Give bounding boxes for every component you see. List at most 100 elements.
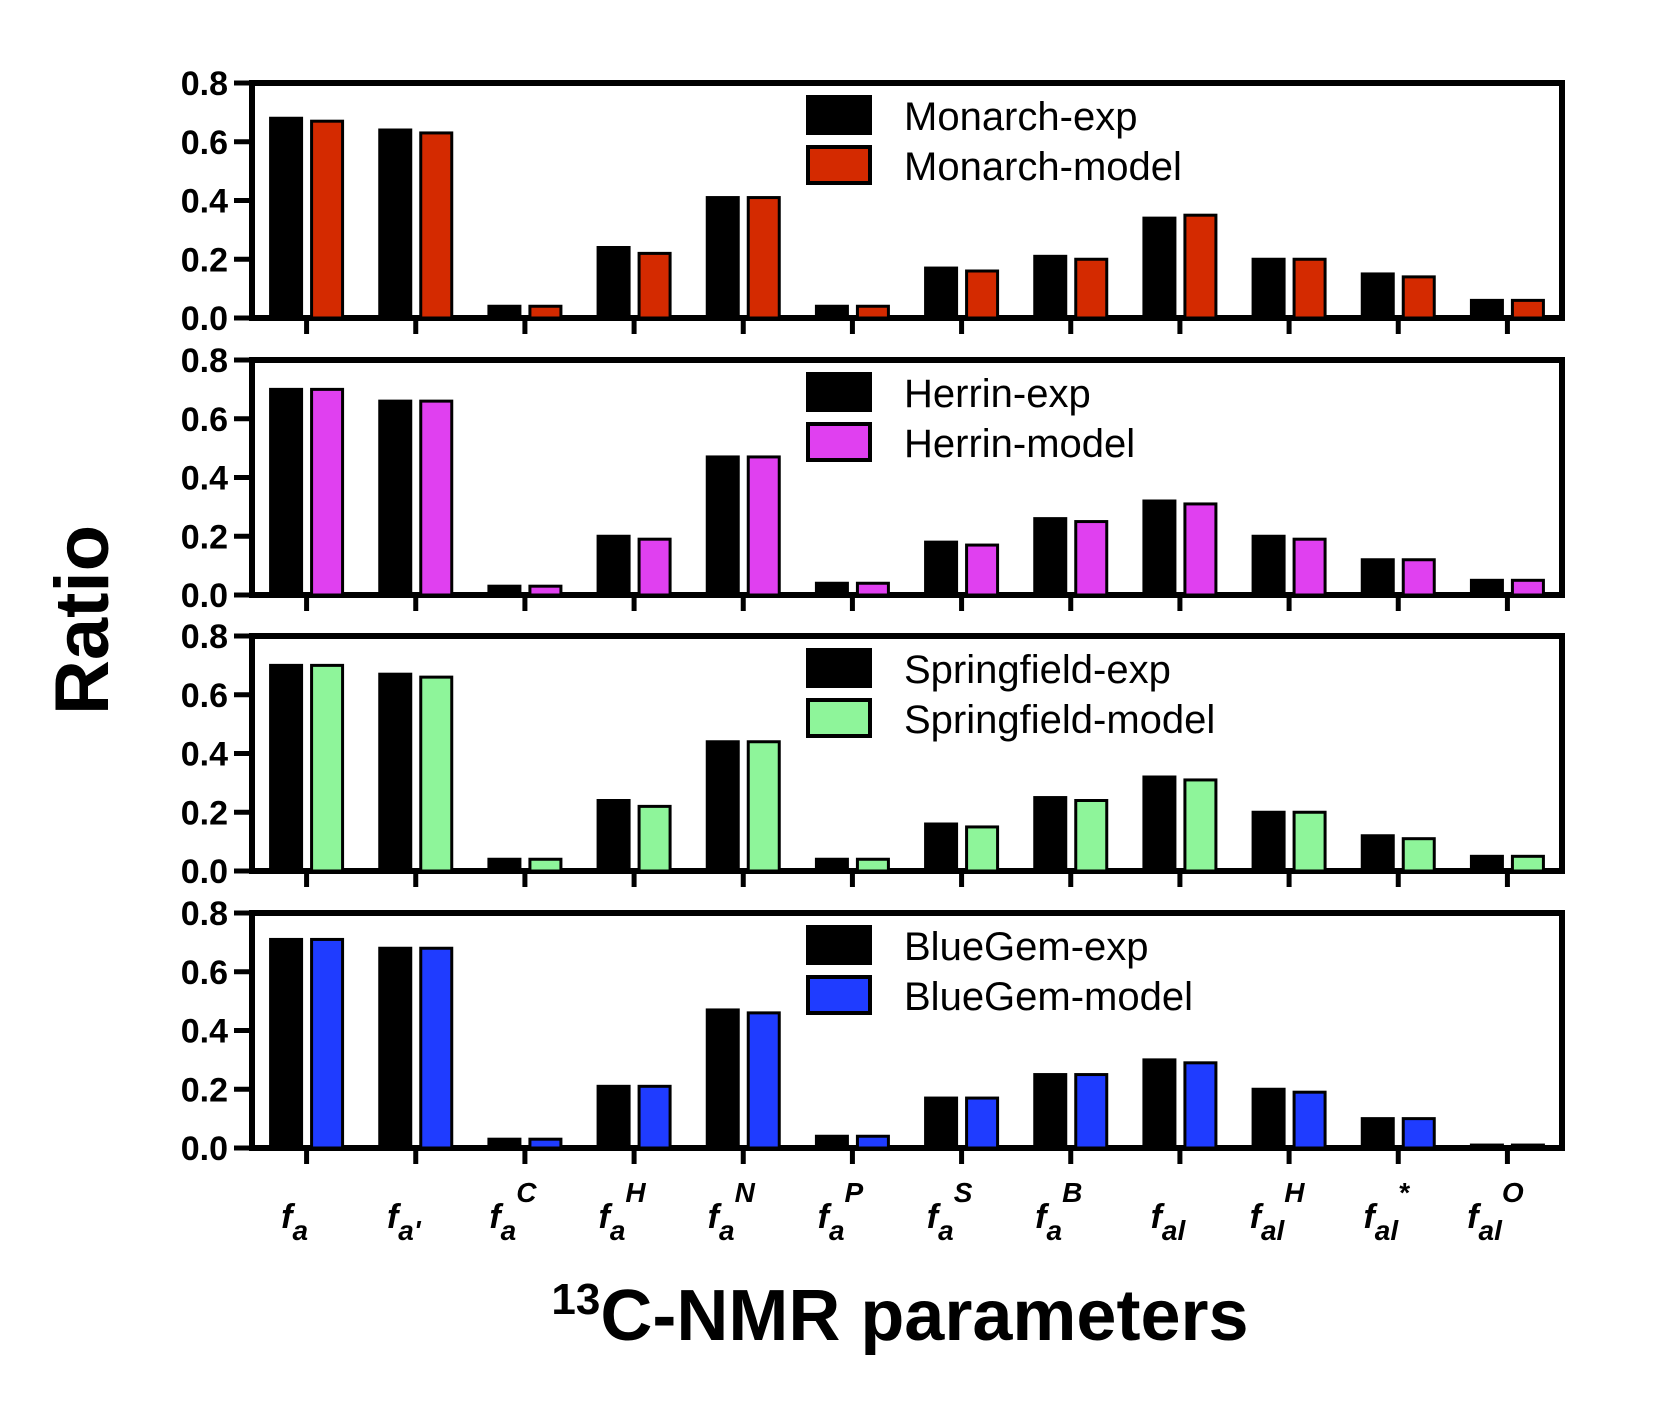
y-tick-label: 0.8 <box>181 65 228 103</box>
bar-springfield-exp <box>487 857 522 873</box>
bar-herrin-exp <box>1251 534 1286 597</box>
y-tick-label: 0.0 <box>181 1130 228 1168</box>
panel-monarch: 0.0 0.2 0.4 0.6 0.8 Monarch-exp Monarch-model <box>181 65 1565 338</box>
y-tick-label: 0.4 <box>181 1013 228 1051</box>
bar-springfield-exp <box>378 672 413 873</box>
bar-bluegem-exp <box>269 937 304 1150</box>
bar-monarch-exp <box>924 266 959 320</box>
bar-herrin-exp <box>1142 499 1177 597</box>
bar-herrin-exp <box>705 455 740 597</box>
legend-swatch <box>806 422 872 462</box>
panel-bluegem: 0.0 0.2 0.4 0.6 0.8 BlueGem-exp BlueGem-model <box>181 895 1565 1168</box>
bar-herrin-exp <box>924 540 959 597</box>
bar-monarch-exp <box>1142 216 1177 320</box>
bar-springfield-exp <box>1360 834 1395 873</box>
x-tick-labels: fa fa' faC faH faN faP faS faB fal falH fal* falO <box>281 1177 1524 1246</box>
bar-monarch-exp <box>596 246 631 320</box>
bar-springfield-model <box>1183 778 1218 873</box>
bar-springfield-exp <box>1469 854 1504 873</box>
x-tick-label: faC <box>489 1177 537 1246</box>
y-tick-label: 0.2 <box>181 1071 228 1109</box>
bar-springfield-model <box>1074 799 1109 873</box>
x-axis-label-main: C-NMR parameters <box>600 1276 1248 1356</box>
bar-bluegem-exp <box>1033 1073 1068 1150</box>
y-tick-label: 0.8 <box>181 895 228 933</box>
bar-bluegem-model <box>310 937 345 1150</box>
x-tick-label: faP <box>818 1177 864 1246</box>
legend-entry: BlueGem-model <box>904 975 1193 1019</box>
bar-monarch-model <box>637 251 672 320</box>
x-tick-label: falH <box>1250 1177 1306 1246</box>
bar-herrin-exp <box>1469 578 1504 597</box>
bar-springfield-model <box>528 857 563 873</box>
bar-herrin-model <box>746 455 781 597</box>
x-tick-label: fal* <box>1363 1177 1410 1246</box>
bar-springfield-model <box>637 804 672 873</box>
bar-monarch-exp <box>1251 257 1286 320</box>
x-tick-label: falO <box>1467 1177 1524 1246</box>
bar-bluegem-exp <box>596 1084 631 1150</box>
y-tick-label: 0.6 <box>181 401 228 439</box>
legend-entry: Monarch-exp <box>904 95 1137 139</box>
bar-herrin-exp <box>814 581 849 597</box>
bar-monarch-model <box>1510 298 1545 320</box>
bar-springfield-model <box>1510 854 1545 873</box>
bar-monarch-model <box>1401 275 1436 320</box>
bar-bluegem-model <box>965 1096 1000 1150</box>
bar-bluegem-exp <box>378 946 413 1150</box>
x-tick-label: faB <box>1035 1177 1082 1246</box>
bar-bluegem-exp <box>814 1134 849 1150</box>
bar-bluegem-exp <box>487 1137 522 1150</box>
panel-herrin: 0.0 0.2 0.4 0.6 0.8 Herrin-exp Herrin-model <box>181 342 1565 615</box>
y-tick-label: 0.6 <box>181 677 228 715</box>
bar-bluegem-model <box>1074 1073 1109 1150</box>
bar-monarch-model <box>746 196 781 320</box>
bar-monarch-model <box>1074 257 1109 320</box>
bar-herrin-exp <box>1033 517 1068 597</box>
bar-springfield-exp <box>269 663 304 873</box>
bar-herrin-model <box>419 399 454 597</box>
bar-bluegem-exp <box>1142 1058 1177 1150</box>
x-tick-label: faH <box>599 1177 647 1246</box>
bar-monarch-model <box>419 131 454 320</box>
bar-monarch-exp <box>705 196 740 320</box>
bar-monarch-model <box>1183 213 1218 320</box>
bar-bluegem-exp <box>1251 1087 1286 1150</box>
bar-herrin-model <box>310 387 345 597</box>
y-tick-label: 0.4 <box>181 736 228 774</box>
bar-bluegem-model <box>855 1134 890 1150</box>
x-tick-label: faN <box>708 1177 756 1246</box>
y-tick-label: 0.0 <box>181 577 228 615</box>
bar-monarch-model <box>965 269 1000 320</box>
bar-herrin-model <box>1074 520 1109 597</box>
legend-entry: Springfield-model <box>904 698 1215 742</box>
panel-springfield: 0.0 0.2 0.4 0.6 0.8 Springfield-exp Springfiel… <box>181 618 1565 891</box>
bar-springfield-model <box>855 857 890 873</box>
y-tick-label: 0.6 <box>181 954 228 992</box>
bar-herrin-model <box>1510 578 1545 597</box>
legend-entry: BlueGem-exp <box>904 925 1149 969</box>
bar-springfield-model <box>1292 810 1327 873</box>
y-tick-label: 0.8 <box>181 618 228 656</box>
panels: 0.00.20.40.60.8Monarch-expMonarch-model0… <box>181 65 1565 1168</box>
bar-springfield-exp <box>924 822 959 873</box>
bar-springfield-model <box>1401 837 1436 873</box>
bar-herrin-model <box>528 584 563 597</box>
bar-bluegem-exp <box>1469 1143 1504 1150</box>
y-tick-label: 0.8 <box>181 342 228 380</box>
bar-monarch-exp <box>1469 298 1504 320</box>
legend-entry: Herrin-model <box>904 422 1135 466</box>
bar-herrin-model <box>637 537 672 597</box>
bar-monarch-model <box>1292 257 1327 320</box>
bar-bluegem-model <box>1183 1061 1218 1150</box>
bar-herrin-exp <box>378 399 413 597</box>
bar-bluegem-model <box>1510 1143 1545 1150</box>
legend-swatch <box>806 648 872 688</box>
bar-herrin-model <box>1183 502 1218 597</box>
bar-springfield-exp <box>814 857 849 873</box>
y-tick-label: 0.4 <box>181 460 228 498</box>
legend-entry: Springfield-exp <box>904 648 1171 692</box>
x-tick-label: faS <box>927 1177 973 1246</box>
bar-bluegem-exp <box>924 1096 959 1150</box>
